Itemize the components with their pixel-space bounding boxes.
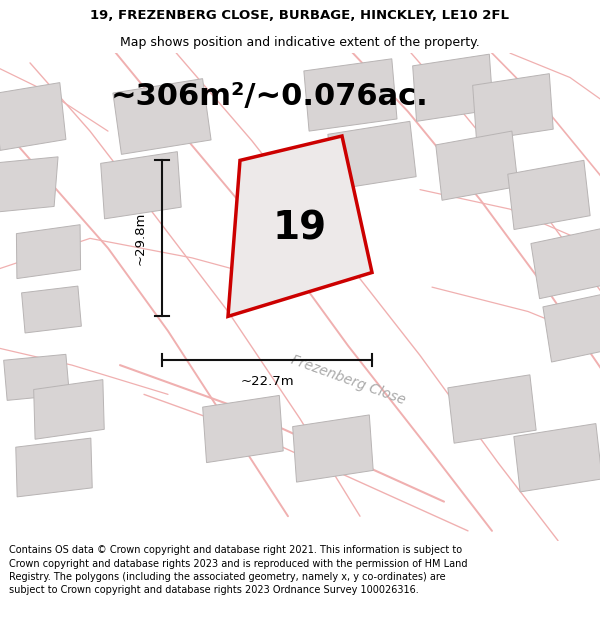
Polygon shape <box>508 161 590 229</box>
Polygon shape <box>514 424 600 492</box>
Polygon shape <box>113 79 211 154</box>
Text: 19, FREZENBERG CLOSE, BURBAGE, HINCKLEY, LE10 2FL: 19, FREZENBERG CLOSE, BURBAGE, HINCKLEY,… <box>91 9 509 22</box>
Text: ~22.7m: ~22.7m <box>240 375 294 388</box>
Text: Map shows position and indicative extent of the property.: Map shows position and indicative extent… <box>120 36 480 49</box>
Polygon shape <box>448 375 536 443</box>
Text: ~29.8m: ~29.8m <box>134 212 147 265</box>
Text: 19: 19 <box>273 209 327 248</box>
Text: Frezenberg Close: Frezenberg Close <box>289 352 407 407</box>
Polygon shape <box>34 379 104 439</box>
Polygon shape <box>4 354 70 401</box>
Polygon shape <box>0 82 66 151</box>
Polygon shape <box>203 396 283 462</box>
Polygon shape <box>228 136 372 316</box>
Polygon shape <box>328 121 416 189</box>
Polygon shape <box>101 152 181 219</box>
Polygon shape <box>16 225 80 279</box>
Polygon shape <box>531 228 600 299</box>
Polygon shape <box>473 74 553 141</box>
Text: Contains OS data © Crown copyright and database right 2021. This information is : Contains OS data © Crown copyright and d… <box>9 545 467 595</box>
Polygon shape <box>16 438 92 497</box>
Polygon shape <box>0 157 58 212</box>
Text: ~306m²/~0.076ac.: ~306m²/~0.076ac. <box>111 82 429 111</box>
Polygon shape <box>436 131 518 200</box>
Polygon shape <box>413 54 493 121</box>
Polygon shape <box>22 286 82 333</box>
Polygon shape <box>543 291 600 362</box>
Polygon shape <box>293 415 373 482</box>
Polygon shape <box>304 59 397 131</box>
